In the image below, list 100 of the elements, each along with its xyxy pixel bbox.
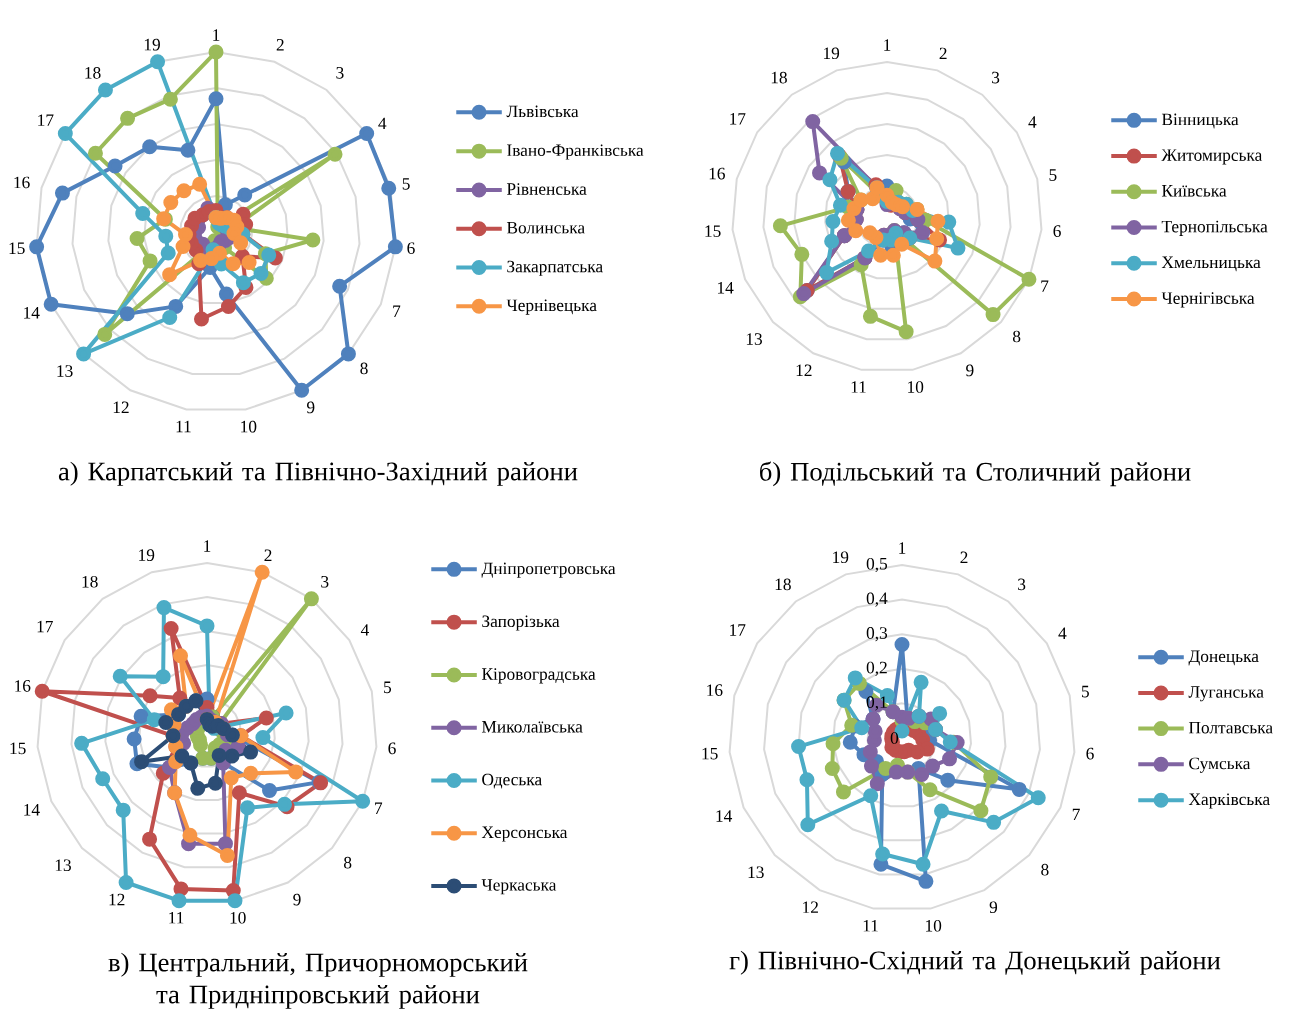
legend-label: Одеська	[482, 773, 542, 789]
spoke-label: 4	[360, 624, 369, 636]
spoke-label: 10	[230, 911, 246, 924]
y-tick-label: 0,4	[866, 592, 888, 607]
spoke-label: 7	[1072, 808, 1080, 821]
y-tick-label: 0,5	[866, 557, 888, 573]
text: г) Північно-Східний та Донецький райони	[729, 950, 1221, 975]
spoke-label: 9	[989, 901, 998, 914]
spoke-label: 19	[833, 551, 849, 564]
legend-label: Донецька	[1188, 650, 1259, 666]
spoke-label: 18	[85, 66, 101, 79]
spoke-label: 19	[823, 47, 840, 60]
spoke-label: 3	[336, 67, 344, 79]
spoke-label: 14	[716, 810, 733, 822]
spoke-label: 2	[939, 47, 947, 60]
legend-label: Сумська	[1189, 757, 1251, 773]
spoke-label: 2	[960, 551, 968, 564]
spoke-label: 10	[926, 919, 942, 932]
spoke-label: 9	[966, 364, 974, 377]
spoke-label: 6	[1053, 225, 1061, 237]
text: а) Карпатський та Північно-Західний райони	[58, 461, 578, 486]
spoke-label: 3	[1018, 578, 1026, 591]
spoke-label: 10	[241, 420, 257, 433]
spoke-label: 11	[863, 919, 878, 932]
spoke-label: 12	[113, 401, 129, 414]
spoke-label: 8	[1041, 863, 1049, 876]
spoke-label: 17	[730, 113, 746, 125]
legend-label: Херсонська	[481, 826, 568, 842]
legend-label: Тернопільська	[1161, 220, 1268, 236]
legend-label: Хмельницька	[1161, 256, 1261, 272]
spoke-label: 5	[1049, 169, 1057, 181]
legend-label: Луганська	[1188, 686, 1264, 702]
spoke-label: 12	[109, 893, 125, 906]
spoke-label: 4	[1028, 116, 1037, 128]
spoke-label: 11	[851, 381, 866, 393]
spoke-label: 9	[293, 893, 301, 906]
legend-label: Полтавська	[1188, 721, 1273, 734]
legend-label: Харківська	[1188, 793, 1270, 809]
legend-label: Запорізька	[482, 615, 560, 631]
spoke-label: 7	[393, 305, 401, 317]
spoke-label: 16	[15, 680, 31, 692]
legend-label: Чернівецька	[506, 299, 597, 315]
spoke-label: 3	[321, 575, 329, 588]
text: б) Подільський та Столичний райони	[760, 461, 1191, 487]
spoke-label: 6	[1086, 747, 1094, 760]
text: в) Центральний, Причорноморський та Придніпровський райони	[108, 952, 528, 1009]
spoke-label: 8	[360, 362, 368, 375]
spoke-label: 15	[702, 747, 718, 760]
spoke-label: 1	[884, 39, 891, 51]
legend-label: Івано-Франківська	[507, 144, 644, 160]
spoke-label: 18	[775, 578, 791, 591]
spoke-label: 12	[796, 364, 812, 377]
legend-label: Закарпатська	[507, 260, 603, 276]
spoke-label: 17	[38, 114, 54, 126]
spoke-label: 4	[378, 117, 387, 130]
spoke-label: 19	[139, 549, 155, 561]
spoke-label: 5	[384, 681, 392, 694]
y-tick-label: 0,3	[866, 627, 888, 642]
spoke-label: 12	[803, 901, 818, 913]
spoke-label: 9	[306, 401, 315, 414]
legend-label: Черкаська	[481, 879, 557, 895]
spoke-label: 16	[14, 176, 30, 189]
legend-label: Рівненська	[506, 183, 587, 195]
y-tick-label: 0,2	[866, 661, 887, 676]
legend-label: Кіровоградська	[481, 668, 596, 684]
spoke-label: 5	[402, 178, 410, 190]
spoke-label: 1	[204, 540, 211, 552]
spoke-label: 13	[748, 866, 764, 879]
spoke-label: 14	[24, 804, 40, 816]
y-tick-label: 0,1	[866, 696, 887, 711]
spoke-label: 8	[344, 856, 352, 869]
spoke-label: 15	[705, 225, 721, 237]
legend-label: Дніпропетровська	[481, 562, 616, 578]
spoke-label: 13	[55, 859, 71, 872]
spoke-label: 17	[37, 620, 53, 633]
spoke-label: 18	[771, 71, 787, 84]
spoke-label: 5	[1081, 685, 1089, 698]
spoke-label: 6	[388, 742, 396, 755]
spoke-label: 7	[1041, 280, 1049, 292]
spoke-label: 18	[82, 575, 98, 588]
legend-label: Львівська	[506, 105, 579, 118]
spoke-label: 2	[264, 549, 272, 561]
spoke-label: 4	[1058, 627, 1067, 639]
spoke-label: 10	[908, 381, 924, 393]
legend-label: Житомирська	[1161, 149, 1263, 165]
spoke-label: 1	[213, 29, 220, 41]
spoke-label: 7	[375, 802, 383, 814]
spoke-label: 19	[144, 38, 160, 51]
spoke-label: 17	[730, 624, 746, 636]
spoke-label: 13	[57, 365, 73, 377]
spoke-label: 16	[709, 167, 725, 180]
spoke-label: 8	[1012, 330, 1021, 343]
spoke-label: 11	[176, 420, 191, 433]
legend-label: Чернігівська	[1161, 292, 1255, 308]
spoke-label: 6	[407, 242, 415, 255]
legend-label: Миколаївська	[481, 721, 583, 733]
spoke-label: 14	[718, 281, 734, 294]
spoke-label: 1	[899, 542, 906, 554]
legend-label: Вінницька	[1161, 113, 1239, 129]
legend-label: Волинська	[506, 222, 585, 234]
